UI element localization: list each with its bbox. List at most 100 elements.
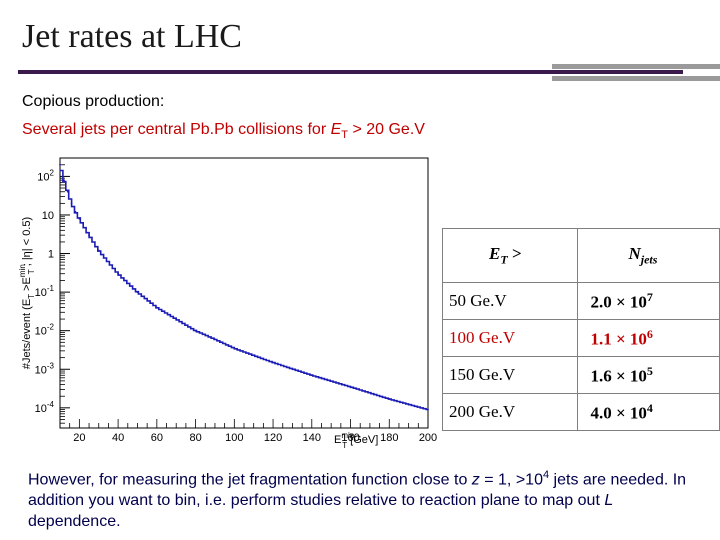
x-tick-label: 40 [112, 432, 124, 444]
y-axis-label: #Jets/event (ET >EminT ; |η| < 0.5) [18, 217, 36, 369]
cell-njets: 4.0 × 104 [577, 393, 720, 431]
cell-njets-mantissa: 1.6 × 10 [590, 366, 647, 386]
x-tick-label: 80 [189, 432, 201, 444]
title-underline [18, 70, 683, 74]
cell-njets-exp: 5 [646, 363, 653, 378]
cell-njets-mantissa: 2.0 × 10 [590, 292, 647, 312]
jet-rate-series [60, 169, 428, 411]
bottom-z: z [471, 471, 480, 489]
x-tick-label: 120 [264, 432, 282, 444]
x-tick-label: 180 [380, 432, 398, 444]
cell-njets: 1.6 × 105 [577, 356, 720, 394]
x-tick-label: 60 [151, 432, 163, 444]
data-point [175, 318, 178, 320]
table-row: 100 Ge.V 1.1 × 106 [441, 319, 720, 357]
table-row: 50 Ge.V 2.0 × 107 [441, 282, 720, 320]
cell-et: 100 Ge.V [441, 319, 579, 357]
y-tick-base: 10 [35, 364, 47, 376]
cell-njets-exp: 7 [646, 289, 653, 304]
y-tick-label: 1 [48, 249, 54, 261]
cell-njets-exp: 4 [646, 400, 653, 415]
y-tick-base: 10 [35, 403, 47, 415]
bottom-L: L [604, 492, 614, 510]
y-tick-label: 102 [37, 168, 54, 183]
data-point [70, 202, 73, 205]
header-et-sub: T [500, 252, 508, 267]
table-row: 150 Ge.V 1.6 × 105 [441, 356, 720, 394]
decor-bar-bottom [552, 76, 720, 81]
data-point [117, 272, 120, 275]
bottom-paragraph: However, for measuring the jet fragmenta… [28, 465, 703, 532]
data-point [272, 361, 274, 364]
x-tick-label: 160 [341, 432, 359, 444]
bottom-p2: = 1, >10 [479, 471, 543, 489]
slide-title: Jet rates at LHC [22, 18, 242, 55]
data-point [214, 338, 216, 341]
jets-per-collision-text: Several jets per central Pb.Pb collision… [22, 121, 425, 141]
data-point [136, 291, 139, 294]
data-point [155, 306, 158, 309]
data-point [427, 408, 429, 411]
red-line-part2: > 20 Ge.V [348, 121, 425, 138]
y-tick-base: 1 [48, 249, 54, 261]
y-tick-label: 10 [42, 210, 54, 222]
header-njets-sub: jets [640, 252, 658, 267]
y-tick-base: 10 [35, 287, 47, 299]
x-label-unit: [GeV] [347, 434, 378, 446]
y-tick-exp: 2 [50, 168, 55, 177]
x-label-base: E [334, 434, 341, 446]
x-label-sub: T [342, 441, 347, 448]
cell-njets-exp: 6 [646, 326, 653, 341]
red-line-part1: Several jets per central Pb.Pb collision… [22, 121, 331, 138]
header-et-E: E [489, 243, 501, 263]
x-tick-label: 200 [419, 432, 437, 444]
table-header-row: ET > Njets [441, 228, 720, 283]
bottom-sup: 4 [542, 469, 550, 481]
header-njets-N: N [628, 243, 641, 263]
jet-rate-table: ET > Njets 50 Ge.V 2.0 × 107 100 Ge.V 1.… [441, 228, 720, 431]
y-tick-label: 10-1 [35, 284, 55, 299]
table-row: 200 Ge.V 4.0 × 104 [441, 393, 720, 431]
bottom-p1: However, for measuring the jet fragmenta… [28, 471, 472, 489]
data-point [310, 374, 313, 377]
data-point [233, 347, 236, 350]
y-label-tail: >E [21, 277, 33, 294]
y-tick-label: 10-4 [35, 400, 55, 415]
cell-et: 150 Ge.V [441, 356, 579, 394]
y-label-sub: T [27, 294, 36, 299]
y-tick-exp: -2 [47, 323, 55, 332]
data-point [88, 234, 90, 237]
red-line-sub: T [341, 129, 348, 142]
y-tick-label: 10-2 [35, 323, 55, 338]
data-point [66, 190, 69, 193]
data-point [59, 163, 61, 166]
cell-njets: 1.1 × 106 [577, 319, 720, 357]
data-point [74, 211, 77, 213]
y-label-main: #Jets/event (E [21, 299, 33, 369]
y-label-sub2: T [27, 269, 36, 274]
data-point [349, 385, 352, 388]
subtitle: Copious production: [22, 93, 165, 110]
y-label-end: ; |η| < 0.5) [21, 217, 33, 270]
data-point [97, 249, 100, 252]
red-line-E: E [330, 121, 342, 138]
cell-njets-mantissa: 1.1 × 10 [590, 329, 647, 349]
plot-frame [59, 157, 429, 429]
header-et-tail: > [507, 243, 522, 263]
cell-et: 200 Ge.V [441, 393, 579, 431]
x-label-sup: min [341, 431, 354, 440]
x-tick-label: 100 [225, 432, 243, 444]
y-tick-base: 10 [35, 326, 47, 338]
x-axis-label: Emin T [GeV] [334, 431, 378, 448]
y-tick-exp: -1 [47, 284, 55, 293]
y-tick-exp: -3 [47, 361, 55, 370]
cell-et: 50 Ge.V [441, 282, 579, 320]
header-njets: Njets [577, 228, 720, 283]
decor-bar-top [552, 64, 720, 69]
data-point [388, 398, 391, 400]
x-tick-label: 20 [73, 432, 85, 444]
y-tick-base: 10 [42, 210, 54, 222]
y-tick-base: 10 [37, 171, 49, 183]
cell-njets: 2.0 × 107 [577, 282, 720, 320]
